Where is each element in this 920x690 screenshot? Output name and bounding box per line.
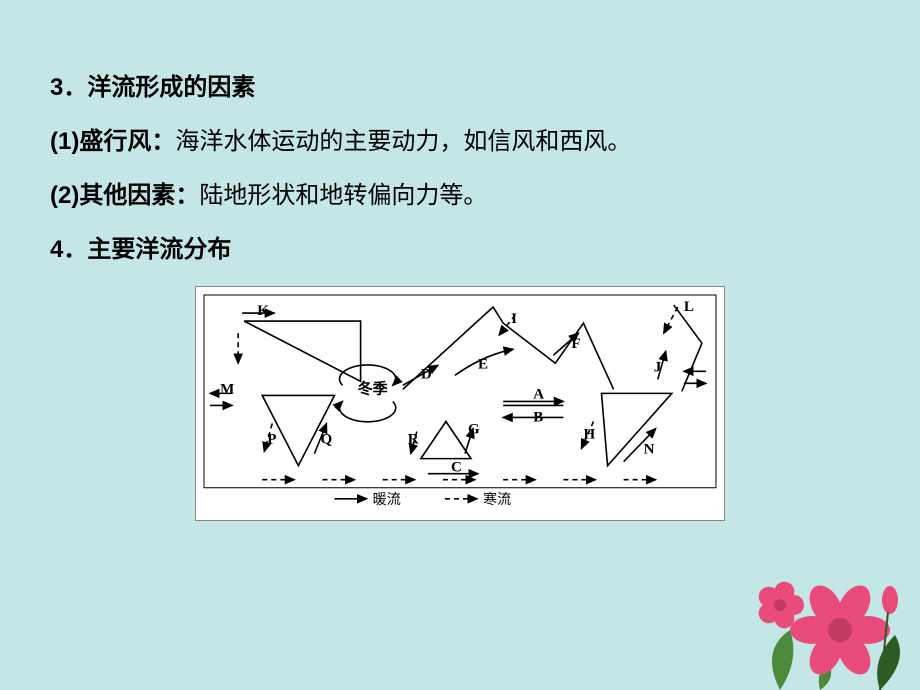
svg-text:L: L bbox=[684, 299, 694, 315]
point-1-text: 海洋水体运动的主要动力，如信风和西风。 bbox=[175, 128, 631, 155]
section-3-number: 3． bbox=[50, 74, 87, 101]
ocean-current-diagram: K I L M D E F J 冬季 AB P Q R G H N C 暖流 寒流 bbox=[195, 286, 725, 521]
section-3-title: 洋流形成的因素 bbox=[87, 74, 255, 101]
point-2-text: 陆地形状和地转偏向力等。 bbox=[199, 182, 487, 209]
point-2-label: 其他因素： bbox=[79, 182, 199, 209]
svg-text:C: C bbox=[451, 460, 462, 476]
svg-text:B: B bbox=[533, 409, 543, 425]
svg-text:K: K bbox=[257, 303, 269, 319]
svg-text:J: J bbox=[654, 359, 662, 375]
svg-text:A: A bbox=[533, 386, 544, 402]
point-2-num: (2) bbox=[50, 182, 79, 209]
svg-text:Q: Q bbox=[320, 432, 332, 448]
svg-text:R: R bbox=[408, 432, 419, 448]
diagram-svg: K I L M D E F J 冬季 AB P Q R G H N C 暖流 寒流 bbox=[202, 293, 718, 514]
svg-text:F: F bbox=[571, 336, 580, 352]
flower-decoration bbox=[720, 550, 920, 690]
svg-text:暖流: 暖流 bbox=[373, 492, 401, 508]
svg-text:D: D bbox=[421, 366, 432, 382]
svg-text:I: I bbox=[511, 311, 517, 327]
svg-text:N: N bbox=[644, 442, 655, 458]
point-2: (2)其他因素：陆地形状和地转偏向力等。 bbox=[50, 178, 870, 214]
svg-text:P: P bbox=[267, 432, 276, 448]
point-1-label: 盛行风： bbox=[79, 128, 175, 155]
section-4-title: 主要洋流分布 bbox=[87, 236, 231, 263]
svg-text:冬季: 冬季 bbox=[358, 379, 389, 397]
svg-text:E: E bbox=[478, 356, 488, 372]
section-4-heading: 4．主要洋流分布 bbox=[50, 232, 870, 268]
slide-content: 3．洋流形成的因素 (1)盛行风：海洋水体运动的主要动力，如信风和西风。 (2)… bbox=[0, 0, 920, 541]
section-4-number: 4． bbox=[50, 236, 87, 263]
section-3-heading: 3．洋流形成的因素 bbox=[50, 70, 870, 106]
svg-text:G: G bbox=[468, 422, 480, 438]
point-1-num: (1) bbox=[50, 128, 79, 155]
svg-text:寒流: 寒流 bbox=[483, 491, 511, 508]
point-1: (1)盛行风：海洋水体运动的主要动力，如信风和西风。 bbox=[50, 124, 870, 160]
svg-text:H: H bbox=[583, 427, 595, 443]
svg-text:M: M bbox=[220, 381, 234, 397]
